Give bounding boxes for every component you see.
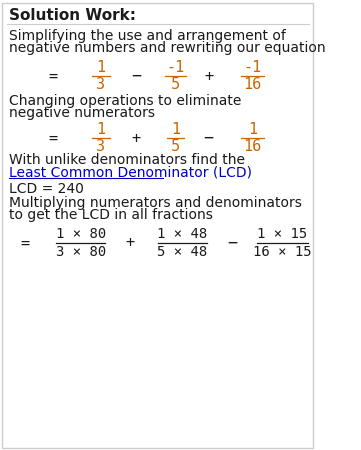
Text: 1 × 80: 1 × 80 [56, 227, 106, 241]
FancyBboxPatch shape [2, 3, 313, 448]
Text: =: = [48, 130, 57, 145]
Text: 3: 3 [96, 77, 105, 92]
Text: 5: 5 [171, 77, 180, 92]
Text: =: = [48, 68, 57, 84]
Text: 16 × 15: 16 × 15 [253, 245, 312, 259]
Text: −: − [204, 129, 214, 147]
Text: Simplifying the use and arrangement of: Simplifying the use and arrangement of [9, 29, 286, 43]
Text: 16: 16 [243, 139, 261, 154]
Text: LCD = 240: LCD = 240 [9, 182, 84, 196]
Text: 1 × 15: 1 × 15 [257, 227, 307, 241]
Text: With unlike denominators find the: With unlike denominators find the [9, 153, 245, 167]
Text: Changing operations to eliminate: Changing operations to eliminate [9, 94, 241, 108]
Text: negative numbers and rewriting our equation: negative numbers and rewriting our equat… [9, 41, 325, 55]
Text: 16: 16 [243, 77, 261, 92]
Text: 1 × 48: 1 × 48 [157, 227, 208, 241]
Text: 5: 5 [171, 139, 180, 154]
Text: 1: 1 [96, 60, 105, 75]
Text: 5 × 48: 5 × 48 [157, 245, 208, 259]
Text: -1: -1 [243, 60, 261, 75]
Text: Least Common Denominator (LCD): Least Common Denominator (LCD) [9, 166, 252, 180]
Text: +: + [125, 235, 134, 251]
Text: to get the LCD in all fractions: to get the LCD in all fractions [9, 208, 213, 222]
Text: −: − [227, 234, 237, 252]
Text: Multiplying numerators and denominators: Multiplying numerators and denominators [9, 196, 302, 210]
Text: -1: -1 [166, 60, 184, 75]
Text: negative numerators: negative numerators [9, 106, 155, 120]
Text: Solution Work:: Solution Work: [9, 8, 136, 22]
Text: 1: 1 [248, 122, 257, 137]
Text: −: − [131, 67, 141, 85]
Text: +: + [131, 130, 140, 145]
Text: +: + [204, 68, 213, 84]
Text: =: = [20, 235, 29, 251]
Text: 3: 3 [96, 139, 105, 154]
Text: 1: 1 [171, 122, 180, 137]
Text: 1: 1 [96, 122, 105, 137]
Text: 3 × 80: 3 × 80 [56, 245, 106, 259]
